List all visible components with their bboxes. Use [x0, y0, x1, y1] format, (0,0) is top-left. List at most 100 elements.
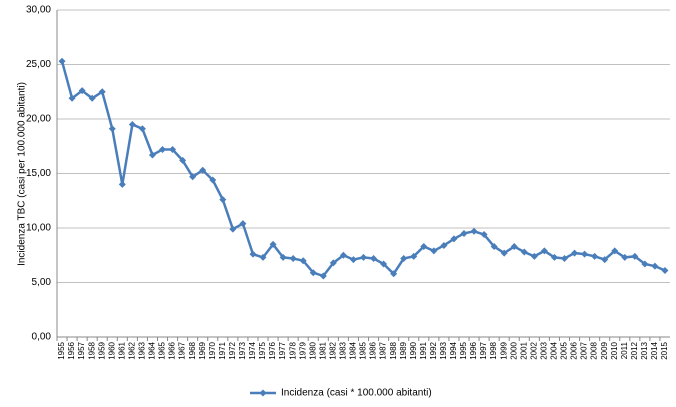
point-marker: [450, 235, 458, 243]
point-marker: [289, 255, 297, 263]
legend-marker: [259, 389, 267, 397]
point-marker: [631, 252, 639, 260]
x-tick-label: 1963: [138, 341, 147, 359]
point-marker: [68, 94, 76, 102]
point-marker: [621, 253, 629, 261]
point-marker: [440, 241, 448, 249]
x-tick-label: 1980: [308, 341, 317, 359]
x-tick-label: 1994: [449, 341, 458, 359]
x-tick-label: 2008: [590, 341, 599, 359]
x-tick-label: 1975: [258, 341, 267, 359]
point-marker: [500, 249, 508, 257]
point-marker: [560, 255, 568, 263]
x-tick-label: 1985: [359, 341, 368, 359]
x-tick-label: 1962: [127, 341, 136, 359]
y-tick-label: 0,00: [32, 332, 52, 343]
series-line: [60, 60, 666, 278]
point-marker: [520, 248, 528, 256]
point-marker: [179, 156, 187, 164]
point-marker: [189, 173, 197, 181]
point-marker: [349, 256, 357, 264]
point-marker: [661, 267, 669, 275]
x-tick-label: 1978: [288, 341, 297, 359]
x-tick-label: 1999: [499, 341, 508, 359]
point-marker: [118, 180, 126, 188]
x-tick-label: 2009: [600, 341, 609, 359]
point-marker: [169, 146, 177, 154]
x-tick-label: 1958: [87, 341, 96, 359]
point-marker: [420, 243, 428, 251]
point-marker: [259, 253, 267, 261]
x-tick-label: 1992: [429, 341, 438, 359]
x-tick-label: 1957: [77, 341, 86, 359]
point-marker: [78, 87, 86, 95]
x-tick-label: 1956: [67, 341, 76, 359]
x-tick-label: 2007: [580, 341, 589, 359]
legend-label: Incidenza (casi * 100.000 abitanti): [281, 388, 432, 399]
point-marker: [98, 88, 106, 96]
point-marker: [249, 250, 257, 258]
point-marker: [601, 256, 609, 264]
point-marker: [138, 125, 146, 133]
point-marker: [480, 231, 488, 239]
point-marker: [329, 259, 337, 267]
x-tick-label: 2005: [560, 341, 569, 359]
x-tick-label: 1973: [238, 341, 247, 359]
point-marker: [410, 252, 418, 260]
point-marker: [490, 243, 498, 251]
x-tick-label: 1983: [339, 341, 348, 359]
x-tick-label: 2011: [620, 341, 629, 359]
x-tick-label: 1991: [419, 341, 428, 359]
point-marker: [651, 262, 659, 270]
x-tick-label: 1997: [479, 341, 488, 359]
point-marker: [581, 250, 589, 258]
y-tick-label: 20,00: [26, 114, 51, 125]
point-marker: [219, 196, 227, 204]
x-tick-label: 1977: [278, 341, 287, 359]
point-marker: [611, 247, 619, 255]
x-tick-label: 2001: [519, 341, 528, 359]
point-marker: [299, 257, 307, 265]
point-marker: [239, 220, 247, 228]
x-tick-label: 1982: [328, 341, 337, 359]
x-tick-label: 1981: [318, 341, 327, 359]
x-tick-label: 1993: [439, 341, 448, 359]
x-tick-label: 1955: [57, 341, 66, 359]
x-tick-label: 1969: [198, 341, 207, 359]
x-tick-label: 1984: [349, 341, 358, 359]
point-marker: [400, 255, 408, 263]
point-marker: [370, 255, 378, 263]
point-marker: [279, 253, 287, 261]
x-tick-label: 1972: [228, 341, 237, 359]
point-marker: [380, 260, 388, 268]
point-marker: [430, 247, 438, 255]
point-marker: [269, 240, 277, 248]
x-tick-label: 2015: [660, 341, 669, 359]
x-tick-label: 1976: [268, 341, 277, 359]
y-tick-label: 30,00: [26, 5, 51, 16]
x-tick-label: 1988: [389, 341, 398, 359]
point-marker: [360, 253, 367, 261]
point-marker: [460, 229, 468, 237]
point-marker: [58, 57, 66, 65]
point-marker: [550, 253, 558, 261]
x-tick-label: 1966: [168, 341, 177, 359]
x-tick-label: 2013: [640, 341, 649, 359]
x-tick-label: 1995: [459, 341, 468, 359]
point-marker: [339, 251, 347, 259]
x-tick-label: 2014: [650, 341, 659, 359]
x-tick-label: 2003: [539, 341, 548, 359]
y-axis-label: Incidenza TBC (casi per 100.000 abitanti…: [17, 82, 28, 266]
point-marker: [591, 252, 599, 260]
point-marker: [571, 249, 579, 257]
point-marker: [199, 166, 207, 174]
x-tick-label: 2002: [529, 341, 538, 359]
point-marker: [148, 151, 156, 159]
x-tick-label: 1996: [469, 341, 478, 359]
point-marker: [319, 272, 327, 280]
x-tick-label: 2006: [570, 341, 579, 359]
x-tick-label: 1959: [97, 341, 106, 359]
y-tick-label: 25,00: [26, 59, 51, 70]
x-tick-label: 1974: [248, 341, 257, 359]
